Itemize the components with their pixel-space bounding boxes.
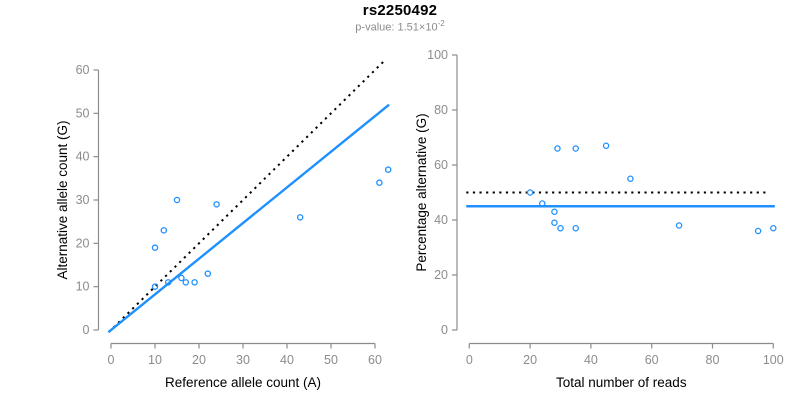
data-point	[572, 224, 579, 232]
data-point	[182, 279, 190, 286]
y-tick-label: 20	[434, 268, 448, 282]
x-axis-title: Total number of reads	[556, 375, 687, 390]
x-tick-label: 80	[706, 353, 720, 367]
y-tick-label: 50	[76, 106, 90, 120]
data-point	[151, 244, 159, 251]
y-tick-label: 0	[83, 323, 90, 337]
y-tick-label: 0	[441, 323, 448, 337]
data-point	[554, 145, 561, 152]
x-tick-label: 60	[368, 353, 382, 367]
x-axis-title: Reference allele count (A)	[165, 375, 321, 390]
data-point	[204, 270, 212, 277]
data-point	[178, 274, 185, 282]
y-tick-label: 40	[434, 213, 448, 227]
left-plot: 0 10 20 30 40 50 60 0 10 20 30 40 50 60 Reference alle…	[55, 58, 392, 390]
p-value-exponent: -2	[437, 19, 445, 28]
data-point	[551, 208, 558, 215]
fit-line	[107, 103, 390, 334]
x-tick-label: 10	[148, 353, 162, 367]
data-point	[627, 175, 634, 182]
data-point	[539, 200, 546, 207]
y-tick-label: 80	[434, 103, 448, 117]
x-tick-label: 20	[192, 353, 206, 367]
data-point	[754, 227, 762, 235]
x-tick-label: 30	[236, 353, 250, 367]
data-point	[173, 196, 181, 204]
x-tick-label: 40	[280, 353, 294, 367]
y-tick-label: 60	[76, 63, 90, 77]
data-point	[376, 179, 383, 186]
x-tick-label: 50	[324, 353, 338, 367]
data-point	[191, 279, 198, 286]
x-tick-label: 0	[466, 353, 473, 367]
data-point	[551, 219, 558, 226]
x-tick-label: 100	[763, 353, 784, 367]
x-tick-label: 40	[584, 353, 598, 367]
data-point	[384, 166, 392, 173]
data-point	[164, 279, 172, 286]
data-point	[572, 145, 579, 152]
y-tick-label: 20	[76, 236, 90, 250]
data-point	[151, 283, 159, 290]
y-tick-label: 60	[434, 158, 448, 172]
data-point	[770, 224, 777, 232]
x-tick-label: 0	[108, 353, 115, 367]
y-axis-title: Alternative allele count (G)	[55, 120, 70, 279]
y-tick-label: 10	[76, 280, 90, 294]
data-point	[675, 222, 683, 229]
x-tick-label: 20	[523, 353, 537, 367]
y-tick-label: 30	[76, 193, 90, 207]
y-tick-label: 40	[76, 150, 90, 164]
data-point	[160, 227, 168, 234]
data-point	[296, 214, 304, 221]
data-point	[602, 142, 610, 149]
y-axis-title: Percentage alternative (G)	[414, 113, 429, 271]
y-tick-label: 100	[427, 48, 448, 62]
data-point	[557, 224, 564, 232]
plot-title: rs2250492	[362, 2, 438, 19]
x-tick-label: 60	[645, 353, 659, 367]
data-point	[213, 201, 220, 208]
data-point	[526, 189, 534, 196]
p-value-text: p-value: 1.51×10	[355, 21, 438, 34]
right-plot: 0 20 40 60 80 100 0 20 40 60 80 100 Total number of …	[414, 48, 784, 390]
identity-line	[108, 58, 387, 333]
p-value-subtitle: p-value: 1.51×10-2	[0, 19, 800, 34]
